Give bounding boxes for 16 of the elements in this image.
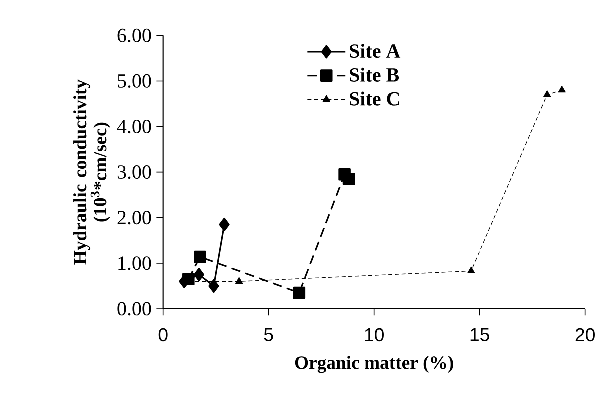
- y-tick-label: 2.00: [118, 211, 152, 225]
- legend-label: Site A: [350, 44, 401, 58]
- x-tick-label: 20: [576, 328, 595, 342]
- y-tick-label: 1.00: [118, 256, 152, 270]
- legend-label: Site C: [350, 92, 400, 106]
- x-tick-label: 15: [470, 328, 490, 342]
- y-tick-label: 4.00: [117, 120, 152, 134]
- legend-label: Site B: [350, 68, 400, 82]
- x-axis-title: Organic matter (%): [295, 356, 454, 374]
- x-tick-label: 5: [264, 328, 274, 342]
- y-tick-label: 6.00: [118, 28, 152, 42]
- y-tick-label: 0.00: [118, 302, 152, 316]
- y-tick-label: 3.00: [118, 166, 152, 180]
- y-tick-label: 5.00: [118, 74, 152, 88]
- x-tick-label: 0: [158, 328, 168, 342]
- x-tick-label: 10: [365, 328, 384, 342]
